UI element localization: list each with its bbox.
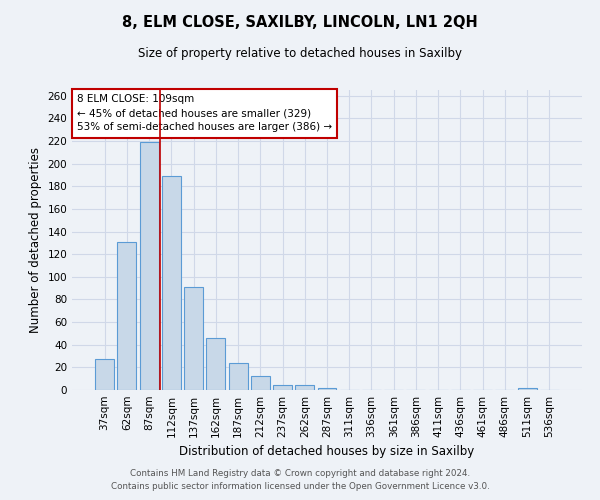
Bar bbox=[206, 338, 225, 390]
Text: Contains public sector information licensed under the Open Government Licence v3: Contains public sector information licen… bbox=[110, 482, 490, 491]
Bar bbox=[317, 388, 337, 390]
X-axis label: Distribution of detached houses by size in Saxilby: Distribution of detached houses by size … bbox=[179, 446, 475, 458]
Bar bbox=[273, 386, 292, 390]
Bar bbox=[162, 176, 181, 390]
Bar bbox=[518, 388, 536, 390]
Y-axis label: Number of detached properties: Number of detached properties bbox=[29, 147, 42, 333]
Text: Contains HM Land Registry data © Crown copyright and database right 2024.: Contains HM Land Registry data © Crown c… bbox=[130, 468, 470, 477]
Bar bbox=[184, 287, 203, 390]
Text: 8 ELM CLOSE: 109sqm
← 45% of detached houses are smaller (329)
53% of semi-detac: 8 ELM CLOSE: 109sqm ← 45% of detached ho… bbox=[77, 94, 332, 132]
Bar bbox=[118, 242, 136, 390]
Bar bbox=[95, 360, 114, 390]
Bar bbox=[251, 376, 270, 390]
Bar bbox=[295, 386, 314, 390]
Text: 8, ELM CLOSE, SAXILBY, LINCOLN, LN1 2QH: 8, ELM CLOSE, SAXILBY, LINCOLN, LN1 2QH bbox=[122, 15, 478, 30]
Text: Size of property relative to detached houses in Saxilby: Size of property relative to detached ho… bbox=[138, 48, 462, 60]
Bar bbox=[229, 363, 248, 390]
Bar bbox=[140, 142, 158, 390]
